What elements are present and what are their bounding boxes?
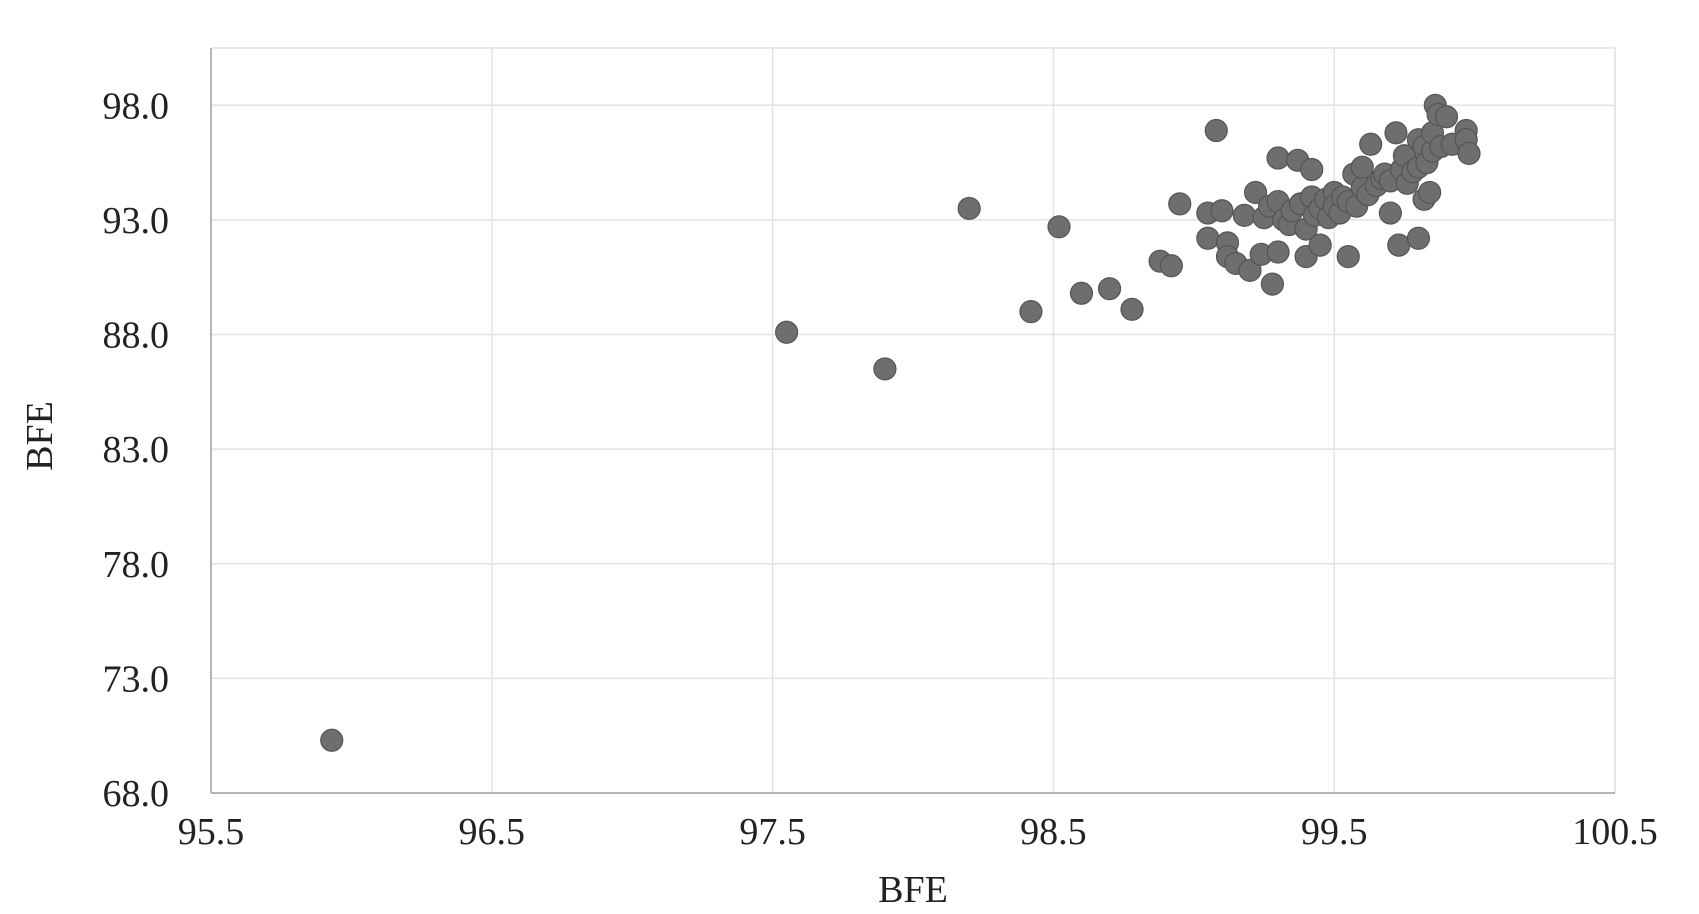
axes: [210, 48, 1615, 794]
scatter-point: [1266, 146, 1290, 170]
scatter-point: [1243, 180, 1268, 205]
scatter-point: [1434, 105, 1459, 129]
scatter-point: [1204, 118, 1228, 143]
scatter-point: [1266, 240, 1290, 264]
y-tick-label: 88.0: [103, 315, 170, 357]
x-tick-label: 99.5: [1301, 811, 1368, 853]
scatter-point: [1238, 258, 1262, 282]
y-axis-title: BFE: [19, 401, 61, 471]
grid: [211, 47, 1616, 793]
scatter-point: [1260, 272, 1285, 296]
y-tick-label: 83.0: [103, 429, 170, 471]
scatter-point: [1336, 245, 1360, 269]
y-tick-label: 98.0: [103, 85, 170, 127]
scatter-point: [1210, 199, 1234, 223]
scatter-point: [1047, 215, 1071, 239]
scatter-point: [873, 357, 897, 381]
x-tick-label: 95.5: [178, 811, 245, 853]
scatter-point: [1406, 226, 1431, 250]
x-tick-label: 98.5: [1020, 811, 1087, 853]
x-axis-title: BFE: [878, 869, 948, 911]
scatter-point: [320, 728, 344, 752]
scatter-point: [1457, 141, 1481, 166]
x-tick-labels: 95.5 96.5 97.5 98.5 99.5 100.5: [178, 811, 1658, 853]
data-points: [320, 93, 1481, 752]
scatter-point: [1120, 297, 1144, 321]
scatter-point: [1308, 233, 1332, 257]
scatter-point: [1387, 233, 1411, 257]
y-tick-label: 68.0: [103, 773, 170, 815]
scatter-point: [1384, 121, 1408, 145]
scatter-point: [1019, 300, 1043, 324]
scatter-point: [775, 320, 799, 344]
scatter-point: [1378, 201, 1402, 225]
scatter-point: [1168, 192, 1192, 216]
y-tick-label: 73.0: [103, 658, 170, 700]
scatter-point: [1097, 277, 1122, 301]
y-tick-label: 93.0: [103, 200, 170, 242]
y-tick-labels: 68.0 73.0 78.0 83.0 88.0 93.0 98.0: [103, 85, 170, 815]
x-tick-label: 100.5: [1572, 811, 1658, 853]
x-tick-label: 96.5: [459, 811, 526, 853]
scatter-point: [1196, 226, 1220, 250]
scatter-point: [1300, 157, 1324, 182]
scatter-point: [1350, 155, 1374, 179]
scatter-point: [1359, 132, 1383, 156]
y-tick-label: 78.0: [103, 544, 170, 586]
scatter-point: [1159, 254, 1183, 278]
scatter-point: [957, 196, 981, 221]
scatter-point: [1069, 281, 1094, 305]
x-tick-label: 97.5: [739, 811, 806, 853]
scatter-point: [1418, 180, 1442, 205]
scatter-point: [1232, 203, 1256, 227]
